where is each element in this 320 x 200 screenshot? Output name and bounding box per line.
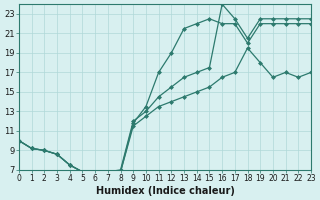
X-axis label: Humidex (Indice chaleur): Humidex (Indice chaleur) [96,186,235,196]
